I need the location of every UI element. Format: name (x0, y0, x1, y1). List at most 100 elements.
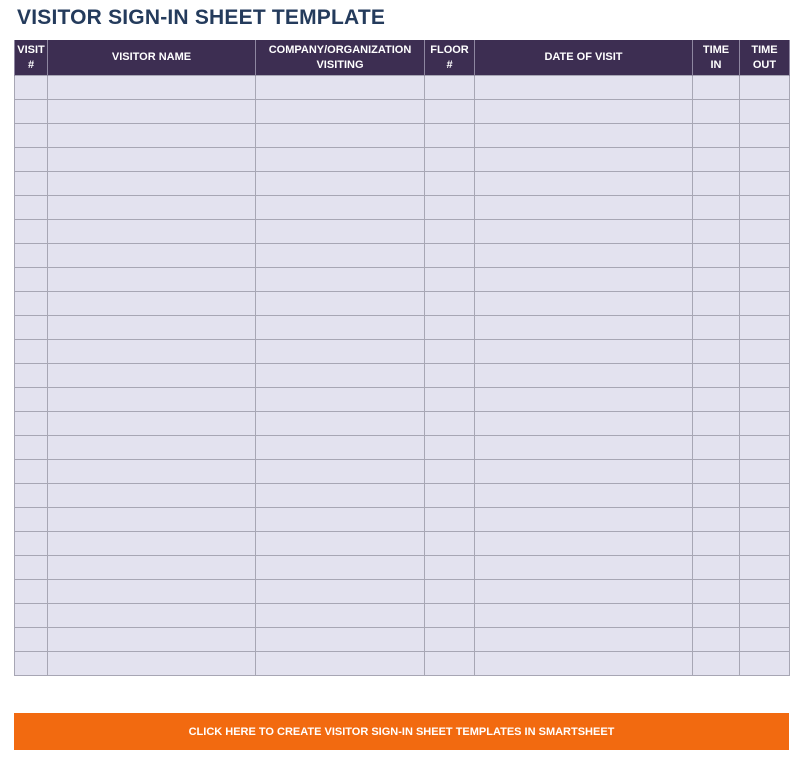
table-cell[interactable] (424, 171, 475, 196)
table-cell[interactable] (739, 483, 790, 508)
table-cell[interactable] (692, 627, 740, 652)
table-cell[interactable] (692, 531, 740, 556)
table-cell[interactable] (255, 123, 425, 148)
table-cell[interactable] (474, 99, 693, 124)
table-cell[interactable] (47, 483, 256, 508)
table-cell[interactable] (14, 651, 48, 676)
table-cell[interactable] (739, 339, 790, 364)
table-cell[interactable] (424, 507, 475, 532)
table-cell[interactable] (474, 411, 693, 436)
table-cell[interactable] (14, 483, 48, 508)
table-cell[interactable] (14, 315, 48, 340)
table-cell[interactable] (692, 219, 740, 244)
table-cell[interactable] (255, 435, 425, 460)
table-cell[interactable] (424, 339, 475, 364)
table-cell[interactable] (692, 483, 740, 508)
table-cell[interactable] (14, 387, 48, 412)
table-cell[interactable] (739, 603, 790, 628)
table-cell[interactable] (424, 123, 475, 148)
table-cell[interactable] (474, 363, 693, 388)
table-cell[interactable] (474, 459, 693, 484)
table-cell[interactable] (739, 627, 790, 652)
table-cell[interactable] (739, 195, 790, 220)
table-cell[interactable] (47, 339, 256, 364)
table-cell[interactable] (739, 171, 790, 196)
table-cell[interactable] (474, 651, 693, 676)
table-cell[interactable] (424, 603, 475, 628)
table-cell[interactable] (47, 651, 256, 676)
table-cell[interactable] (424, 267, 475, 292)
table-cell[interactable] (692, 123, 740, 148)
table-cell[interactable] (474, 243, 693, 268)
table-cell[interactable] (474, 147, 693, 172)
table-cell[interactable] (424, 579, 475, 604)
table-cell[interactable] (255, 507, 425, 532)
table-cell[interactable] (14, 555, 48, 580)
table-cell[interactable] (739, 363, 790, 388)
table-cell[interactable] (474, 507, 693, 532)
table-cell[interactable] (692, 651, 740, 676)
table-cell[interactable] (255, 363, 425, 388)
table-cell[interactable] (424, 627, 475, 652)
table-cell[interactable] (47, 579, 256, 604)
table-cell[interactable] (424, 555, 475, 580)
table-cell[interactable] (739, 387, 790, 412)
table-cell[interactable] (692, 387, 740, 412)
table-cell[interactable] (474, 555, 693, 580)
table-cell[interactable] (47, 195, 256, 220)
table-cell[interactable] (424, 99, 475, 124)
table-cell[interactable] (255, 243, 425, 268)
table-cell[interactable] (255, 651, 425, 676)
table-cell[interactable] (692, 291, 740, 316)
table-cell[interactable] (47, 387, 256, 412)
table-cell[interactable] (255, 411, 425, 436)
table-cell[interactable] (255, 195, 425, 220)
table-cell[interactable] (255, 171, 425, 196)
table-cell[interactable] (474, 291, 693, 316)
table-cell[interactable] (739, 147, 790, 172)
table-cell[interactable] (474, 483, 693, 508)
table-cell[interactable] (692, 267, 740, 292)
table-cell[interactable] (255, 459, 425, 484)
table-cell[interactable] (474, 435, 693, 460)
table-cell[interactable] (424, 75, 475, 100)
table-cell[interactable] (47, 147, 256, 172)
table-cell[interactable] (474, 123, 693, 148)
table-cell[interactable] (739, 243, 790, 268)
table-cell[interactable] (255, 387, 425, 412)
table-cell[interactable] (47, 243, 256, 268)
table-cell[interactable] (255, 219, 425, 244)
table-cell[interactable] (47, 123, 256, 148)
table-cell[interactable] (739, 435, 790, 460)
table-cell[interactable] (474, 531, 693, 556)
table-cell[interactable] (14, 99, 48, 124)
table-cell[interactable] (14, 339, 48, 364)
table-cell[interactable] (47, 75, 256, 100)
table-cell[interactable] (14, 123, 48, 148)
table-cell[interactable] (474, 339, 693, 364)
table-cell[interactable] (255, 291, 425, 316)
table-cell[interactable] (14, 243, 48, 268)
table-cell[interactable] (14, 171, 48, 196)
table-cell[interactable] (692, 243, 740, 268)
table-cell[interactable] (47, 411, 256, 436)
table-cell[interactable] (47, 99, 256, 124)
table-cell[interactable] (424, 651, 475, 676)
table-cell[interactable] (424, 363, 475, 388)
table-cell[interactable] (47, 315, 256, 340)
table-cell[interactable] (692, 363, 740, 388)
table-cell[interactable] (739, 99, 790, 124)
table-cell[interactable] (255, 579, 425, 604)
table-cell[interactable] (739, 123, 790, 148)
table-cell[interactable] (692, 555, 740, 580)
table-cell[interactable] (692, 171, 740, 196)
table-cell[interactable] (255, 315, 425, 340)
table-cell[interactable] (692, 99, 740, 124)
table-cell[interactable] (47, 267, 256, 292)
table-cell[interactable] (692, 195, 740, 220)
table-cell[interactable] (692, 411, 740, 436)
table-cell[interactable] (424, 291, 475, 316)
table-cell[interactable] (14, 147, 48, 172)
table-cell[interactable] (692, 603, 740, 628)
table-cell[interactable] (47, 363, 256, 388)
